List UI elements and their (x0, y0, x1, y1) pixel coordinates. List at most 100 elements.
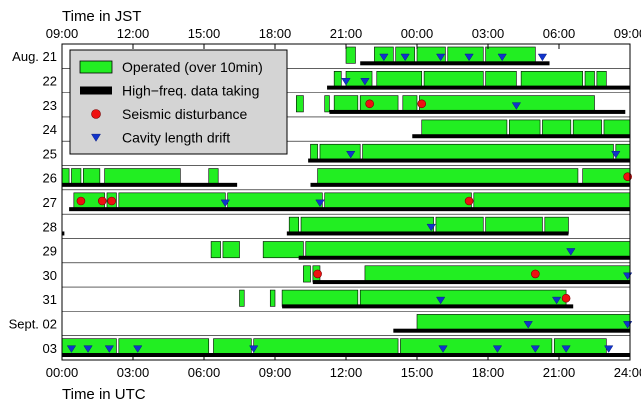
operated-bar (416, 314, 631, 331)
bottom-tick-label: 00:00 (46, 365, 79, 380)
drift-marker (436, 296, 446, 305)
row-label: 31 (43, 292, 57, 307)
operated-bar (213, 338, 252, 356)
operated-bar (485, 46, 536, 64)
operated-bar (485, 71, 517, 88)
row-label: 28 (43, 219, 57, 234)
operated-bar (435, 216, 484, 234)
drift-marker (561, 345, 571, 353)
operated-bar (402, 95, 418, 113)
row-11 (393, 314, 633, 333)
top-tick-label: 09:00 (614, 26, 641, 41)
rows-layer (61, 46, 633, 357)
legend-label-operated: Operated (over 10min) (122, 59, 263, 75)
operated-bar (262, 241, 304, 259)
seismic-marker (107, 196, 116, 206)
row-7 (62, 216, 569, 236)
drift-marker (611, 150, 621, 159)
operated-bar (305, 241, 631, 259)
seismic-marker (97, 196, 107, 206)
operated-bar (317, 168, 579, 186)
operated-bar (333, 95, 359, 113)
drift-marker (104, 345, 114, 353)
operated-bar (295, 95, 304, 113)
operated-bar (227, 192, 323, 210)
top-tick-label: 21:00 (330, 26, 363, 41)
row-label: 03 (43, 341, 57, 356)
legend-label-high-freq: High−freq. data taking (122, 83, 259, 99)
operated-bar (253, 338, 399, 356)
operated-bar (362, 143, 614, 161)
operated-bar (345, 46, 356, 64)
drift-marker (83, 345, 93, 353)
row-12 (61, 338, 630, 357)
operated-bar (333, 71, 342, 88)
drift-marker (537, 53, 548, 62)
operated-bar (508, 119, 541, 137)
row-10 (239, 289, 574, 309)
drift-marker (379, 53, 389, 62)
operated-bar (423, 71, 484, 88)
top-tick-label: 15:00 (188, 26, 221, 41)
operated-bar (222, 241, 240, 259)
row-8 (210, 241, 631, 260)
row-label: Sept. 02 (9, 317, 57, 332)
drift-marker (341, 78, 351, 86)
operated-bar (485, 216, 543, 234)
bottom-tick-label: 09:00 (259, 365, 292, 380)
row-label: 29 (43, 244, 57, 259)
bottom-tick-label: 15:00 (401, 365, 434, 380)
seismic-marker (313, 269, 322, 279)
row-label: 30 (43, 268, 57, 283)
high-freq-bar (310, 182, 630, 187)
top-tick-label: 00:00 (401, 26, 434, 41)
high-freq-bar (282, 304, 574, 309)
operated-bar (582, 168, 631, 186)
drift-marker (133, 345, 143, 353)
operated-bar (310, 143, 318, 161)
operated-bar (419, 95, 595, 113)
high-freq-bar (62, 182, 238, 187)
drift-marker (492, 345, 503, 353)
row-label: 23 (43, 98, 57, 113)
drift-marker (400, 53, 410, 62)
high-freq-bar (298, 255, 630, 260)
bottom-tick-label: 03:00 (117, 365, 150, 380)
seismic-marker (531, 269, 540, 279)
row-label: Aug. 21 (12, 49, 57, 64)
operated-bar (473, 192, 631, 210)
operated-bar (83, 168, 101, 186)
drift-marker (66, 345, 77, 353)
axes-layer: Aug. 21 22 23 24 25 26 27 28 29 30 31 Sept. 02 03 00:… (9, 26, 641, 380)
bottom-tick-label: 12:00 (330, 365, 363, 380)
legend-swatch-operated (79, 60, 113, 74)
drift-marker (220, 199, 230, 208)
high-freq-bar (308, 158, 630, 163)
high-freq-bar (412, 134, 630, 139)
row-4 (308, 143, 631, 163)
high-freq-bar (327, 85, 630, 90)
operated-bar (239, 289, 245, 307)
bottom-axis-title: Time in UTC (62, 386, 146, 403)
operated-bar (603, 119, 631, 137)
bottom-tick-label: 21:00 (543, 365, 576, 380)
row-2 (295, 95, 626, 114)
drift-marker (497, 53, 507, 62)
drift-marker (249, 345, 259, 353)
row-0 (345, 46, 550, 66)
row-6 (69, 192, 631, 212)
drift-marker (464, 53, 474, 62)
operated-bar (288, 216, 299, 234)
operated-bar (300, 216, 434, 234)
operated-bar (544, 216, 569, 234)
row-label: 22 (43, 73, 57, 88)
operated-bar (596, 71, 607, 88)
row-3 (412, 119, 631, 139)
top-tick-label: 12:00 (117, 26, 150, 41)
drift-marker (530, 345, 540, 353)
row-label: 26 (43, 171, 57, 186)
row-5 (61, 168, 632, 187)
legend-swatch-high-freq (80, 86, 112, 95)
drift-marker (551, 296, 562, 305)
